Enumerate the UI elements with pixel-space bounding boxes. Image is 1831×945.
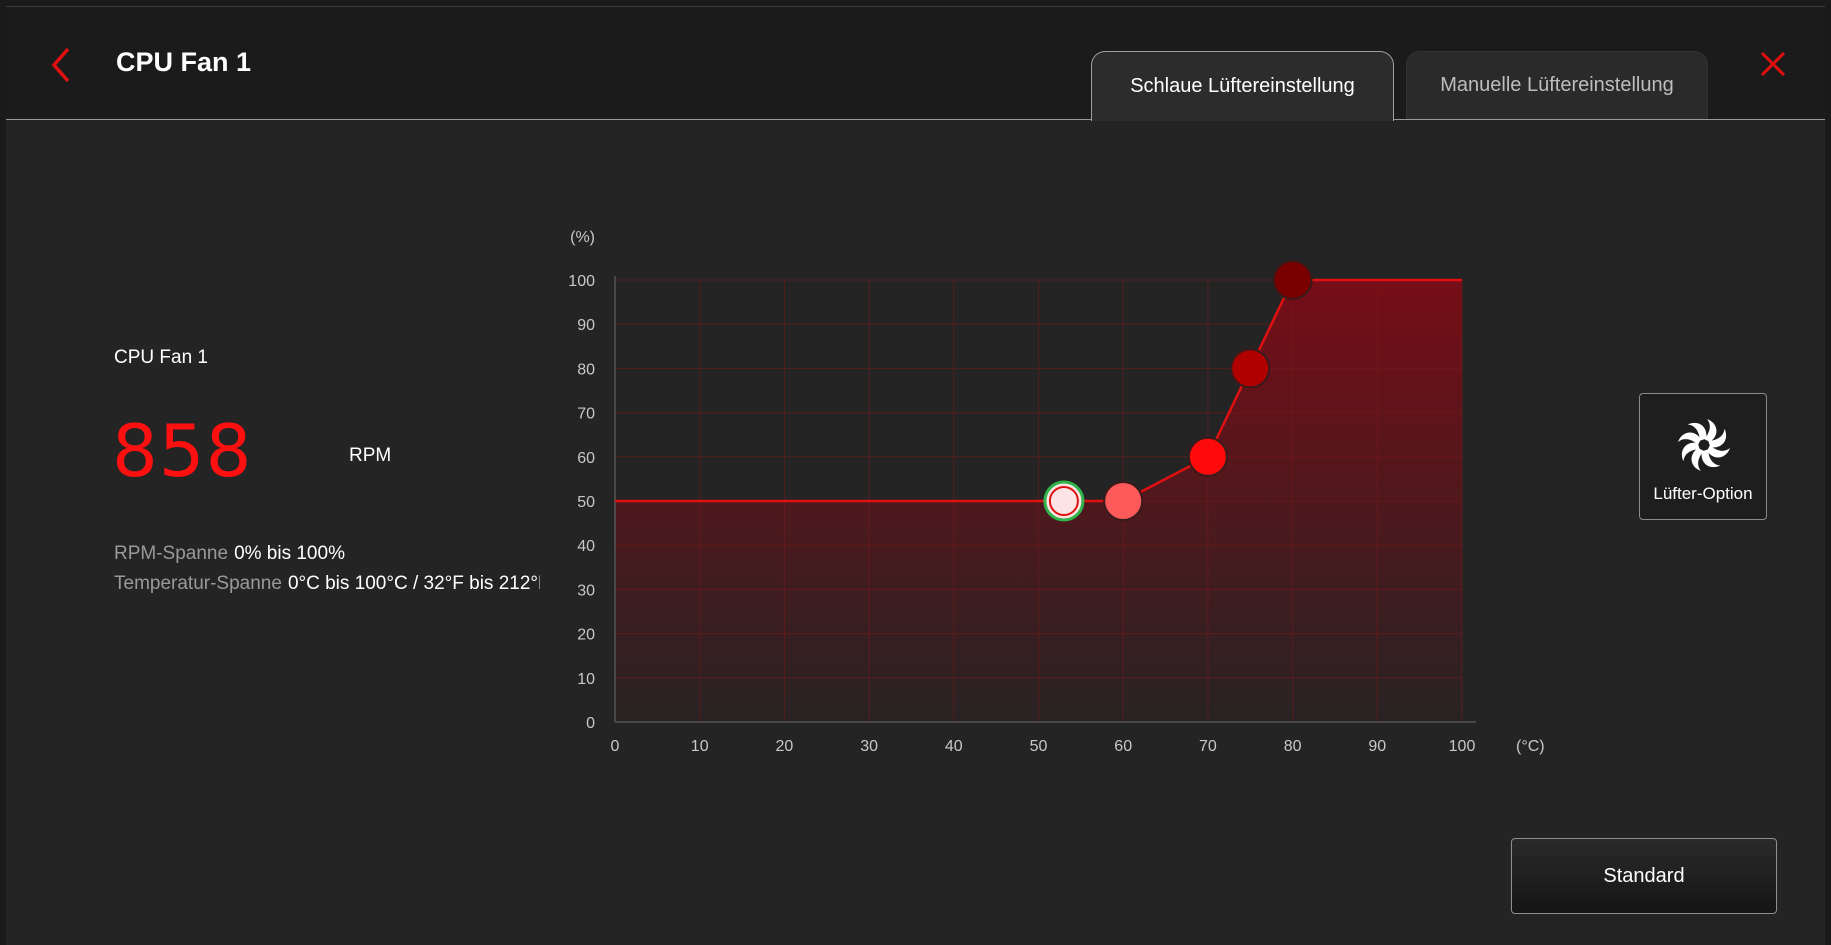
tab-smart-fan[interactable]: Schlaue Lüftereinstellung <box>1091 51 1394 121</box>
rpm-unit: RPM <box>349 445 392 466</box>
y-tick-label: 10 <box>577 671 595 688</box>
x-tick-label: 90 <box>1368 738 1386 755</box>
x-tick-label: 60 <box>1114 738 1132 755</box>
fan-blade <box>1704 419 1717 442</box>
curve-control-point[interactable] <box>1230 348 1271 389</box>
x-axis-unit-label: (°C) <box>1516 738 1545 755</box>
back-button[interactable] <box>42 43 82 87</box>
curve-control-point[interactable] <box>1272 260 1313 300</box>
y-tick-label: 80 <box>577 361 595 378</box>
fan-blade <box>1691 448 1704 471</box>
x-tick-label: 70 <box>1199 738 1217 755</box>
temp-range-label: Temperatur-Spanne <box>114 573 282 594</box>
fan-curve-line <box>615 278 1462 503</box>
fan-option-button[interactable]: Lüfter-Option <box>1639 393 1767 520</box>
fan-curve-chart[interactable]: 0 10 20 30 40 50 60 70 80 90 100 0 10 20 30 40 50 60 70 80 9… <box>6 7 1606 787</box>
rpm-value: 858 <box>112 409 253 493</box>
y-tick-label: 30 <box>577 582 595 599</box>
fan-blade <box>1681 442 1700 462</box>
y-tick-label: 40 <box>577 538 595 555</box>
x-tick-label: 100 <box>1449 738 1476 755</box>
y-tick-label: 60 <box>577 450 595 467</box>
temp-range-value: 0°C bis 100°C / 32°F bis 212°F <box>287 573 540 594</box>
y-axis-unit-label: (%) <box>570 229 595 246</box>
current-temperature-ring <box>1048 486 1079 516</box>
y-tick-label: 90 <box>577 317 595 334</box>
header-bar: CPU Fan 1 Schlaue Lüftereinstellung Manu… <box>6 7 1825 121</box>
fan-settings-window: CPU Fan 1 Schlaue Lüftereinstellung Manu… <box>6 6 1825 945</box>
close-icon <box>1760 51 1786 77</box>
y-tick-label: 20 <box>577 627 595 644</box>
x-tick-label: 30 <box>860 738 878 755</box>
rpm-range-value: 0% bis 100% <box>234 543 345 564</box>
rpm-range-row: RPM-Spanne 0% bis 100% <box>114 543 345 565</box>
x-tick-label: 80 <box>1284 738 1302 755</box>
fan-blade <box>1687 422 1707 441</box>
fan-option-label: Lüfter-Option <box>1653 484 1753 503</box>
fan-blade <box>1701 449 1721 468</box>
x-tick-label: 40 <box>945 738 963 755</box>
fan-blade <box>1678 432 1701 445</box>
fan-blade <box>1707 445 1730 458</box>
chevron-left-icon <box>51 47 70 83</box>
close-button[interactable] <box>1756 47 1790 81</box>
curve-control-point[interactable] <box>1103 481 1144 521</box>
x-tick-label: 10 <box>691 738 709 755</box>
x-tick-label: 20 <box>776 738 794 755</box>
rpm-range-label: RPM-Spanne <box>114 543 229 564</box>
y-tick-label: 50 <box>577 494 595 511</box>
curve-control-point[interactable] <box>1187 436 1228 477</box>
y-tick-label: 0 <box>586 715 595 732</box>
y-tick-label: 100 <box>568 273 595 290</box>
standard-button[interactable]: Standard <box>1511 838 1777 914</box>
temp-range-row: Temperatur-Spanne 0°C bis 100°C / 32°F bi… <box>114 573 540 595</box>
tab-manual-fan[interactable]: Manuelle Lüftereinstellung <box>1406 51 1708 119</box>
fan-icon <box>1678 419 1730 471</box>
y-tick-label: 70 <box>577 406 595 423</box>
x-tick-label: 50 <box>1030 738 1048 755</box>
fan-name-label: CPU Fan 1 <box>114 347 208 368</box>
page-title: CPU Fan 1 <box>116 47 252 77</box>
x-tick-label: 0 <box>611 738 620 755</box>
fan-blade <box>1708 428 1727 448</box>
